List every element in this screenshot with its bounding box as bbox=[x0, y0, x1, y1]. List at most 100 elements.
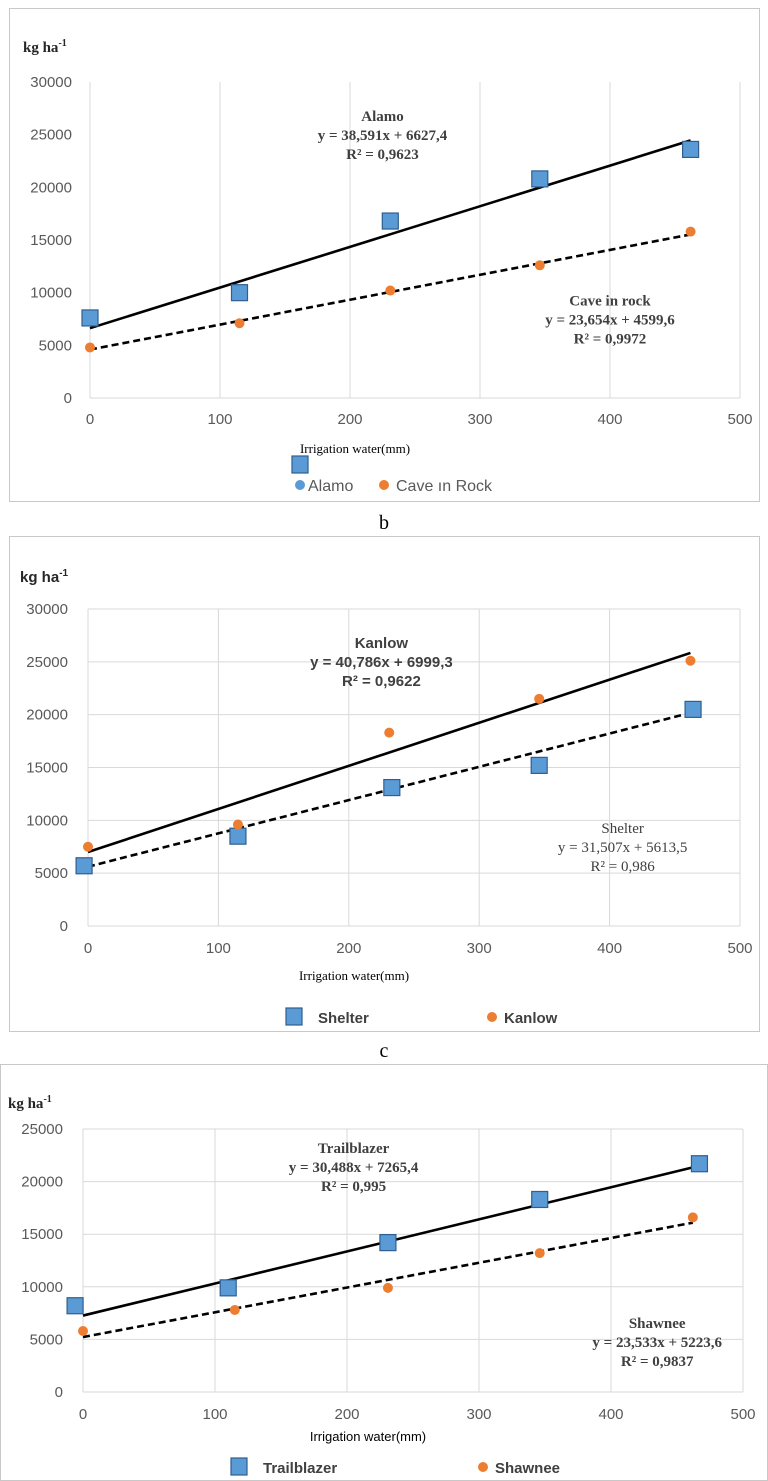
data-point-shawnee bbox=[229, 1304, 240, 1315]
data-point-trailblazer bbox=[379, 1234, 397, 1252]
equation-annotation-line: Shawnee bbox=[629, 1316, 686, 1332]
equation-annotation-line: Shelter bbox=[601, 821, 644, 837]
y-tick-label: 20000 bbox=[30, 179, 72, 196]
data-point-alamo bbox=[681, 140, 700, 159]
equation-annotation-line: y = 30,488x + 7265,4 bbox=[289, 1160, 419, 1176]
y-axis-label-superscript: -1 bbox=[43, 1094, 51, 1105]
x-tick-label: 200 bbox=[336, 940, 361, 957]
trendline-alamo bbox=[89, 139, 691, 330]
legend-label-cave-in-rock: Cave ın Rock bbox=[396, 478, 493, 495]
y-tick-label: 5000 bbox=[30, 1331, 63, 1348]
data-point-shawnee bbox=[382, 1282, 393, 1293]
y-axis-label: kg ha-1 bbox=[8, 1094, 52, 1112]
trendline-kanlow bbox=[87, 651, 691, 854]
legend-marker-kanlow bbox=[487, 1012, 497, 1022]
data-point-alamo bbox=[81, 309, 99, 327]
figure-label-c: c bbox=[379, 1040, 389, 1062]
x-tick-label: 0 bbox=[79, 1406, 87, 1423]
x-tick-label: 500 bbox=[727, 940, 752, 957]
equation-annotation-line: R² = 0,9972 bbox=[574, 331, 647, 347]
legend-marker-shawnee bbox=[478, 1462, 488, 1472]
equation-annotation-line: R² = 0,9622 bbox=[342, 673, 421, 690]
legend-label-shelter: Shelter bbox=[318, 1010, 369, 1027]
y-tick-label: 20000 bbox=[26, 707, 68, 724]
x-tick-label: 200 bbox=[337, 411, 362, 428]
y-tick-label: 10000 bbox=[26, 812, 68, 829]
equation-annotation-line: y = 31,507x + 5613,5 bbox=[558, 840, 687, 856]
equation-annotation-line: R² = 0,9623 bbox=[346, 147, 419, 163]
y-tick-label: 15000 bbox=[21, 1226, 63, 1243]
legend-label-kanlow: Kanlow bbox=[504, 1010, 558, 1027]
data-point-shelter bbox=[383, 778, 401, 797]
data-point-shelter bbox=[530, 756, 548, 774]
data-point-cave-in-rock bbox=[234, 318, 245, 329]
y-tick-label: 0 bbox=[60, 918, 68, 935]
data-point-trailblazer bbox=[219, 1279, 237, 1297]
data-point-kanlow bbox=[384, 727, 395, 738]
x-axis-label: Irrigation water(mm) bbox=[300, 441, 410, 456]
y-axis-label-superscript: -1 bbox=[58, 38, 66, 49]
data-point-trailblazer bbox=[531, 1190, 549, 1209]
equation-annotation-line: Trailblazer bbox=[318, 1141, 390, 1157]
chart-1: 0 100 200 300 400 500050001000015000200002500… bbox=[20, 568, 753, 1027]
chart-panel-alamo-cave-in-rock bbox=[9, 8, 760, 502]
equation-annotation-line: Alamo bbox=[361, 109, 404, 125]
legend-label-shawnee: Shawnee bbox=[495, 1460, 560, 1477]
trendline-shawnee bbox=[82, 1221, 694, 1339]
data-point-cave-in-rock bbox=[534, 260, 545, 271]
equation-annotation-line: y = 23,533x + 5223,6 bbox=[592, 1335, 722, 1351]
data-point-shelter bbox=[684, 700, 702, 718]
equation-annotation-line: Kanlow bbox=[355, 635, 409, 652]
legend-marker-cave-in-rock bbox=[379, 480, 389, 490]
legend-label-trailblazer: Trailblazer bbox=[263, 1460, 337, 1477]
x-tick-label: 400 bbox=[597, 940, 622, 957]
equation-annotation-line: y = 40,786x + 6999,3 bbox=[310, 654, 453, 671]
data-point-trailblazer bbox=[66, 1297, 84, 1315]
x-tick-label: 400 bbox=[598, 1406, 623, 1423]
x-tick-label: 0 bbox=[84, 940, 92, 957]
y-tick-label: 30000 bbox=[30, 74, 72, 91]
equation-annotation-line: R² = 0,9837 bbox=[621, 1354, 694, 1370]
figure-label-b: b bbox=[379, 512, 389, 534]
y-tick-label: 5000 bbox=[39, 337, 72, 354]
y-tick-label: 0 bbox=[55, 1384, 63, 1401]
y-tick-label: 15000 bbox=[26, 760, 68, 777]
x-tick-label: 300 bbox=[466, 1406, 491, 1423]
trendline-cave-in-rock bbox=[89, 233, 691, 351]
data-point-shelter bbox=[75, 857, 93, 875]
y-tick-label: 25000 bbox=[21, 1121, 63, 1138]
chart-2: 0 100 200 300 400 500050001000015000200002500… bbox=[8, 1094, 756, 1477]
y-tick-label: 0 bbox=[64, 390, 72, 407]
equation-annotation-line: Cave in rock bbox=[569, 293, 651, 309]
x-tick-label: 200 bbox=[334, 1406, 359, 1423]
x-tick-label: 100 bbox=[202, 1406, 227, 1423]
data-point-alamo bbox=[381, 212, 399, 230]
y-axis-label-superscript: -1 bbox=[59, 568, 68, 579]
chart-0: 0 100 200 300 400 500050001000015000200002500… bbox=[23, 38, 753, 495]
data-point-alamo bbox=[531, 170, 549, 188]
data-point-cave-in-rock bbox=[685, 226, 696, 237]
data-point-cave-in-rock bbox=[385, 285, 396, 296]
equation-annotation-line: y = 23,654x + 4599,6 bbox=[545, 312, 675, 328]
y-tick-label: 20000 bbox=[21, 1174, 63, 1191]
y-tick-label: 10000 bbox=[30, 285, 72, 302]
y-axis-label: kg ha-1 bbox=[23, 38, 67, 56]
y-axis-label: kg ha-1 bbox=[20, 568, 69, 586]
y-tick-label: 5000 bbox=[35, 865, 68, 882]
equation-annotation-line: R² = 0,986 bbox=[591, 859, 656, 875]
legend-label-alamo: Alamo bbox=[308, 478, 353, 495]
y-tick-label: 10000 bbox=[21, 1279, 63, 1296]
x-tick-label: 300 bbox=[467, 411, 492, 428]
x-tick-label: 500 bbox=[730, 1406, 755, 1423]
data-point-kanlow bbox=[685, 655, 696, 666]
data-point-shawnee bbox=[534, 1248, 545, 1259]
y-tick-label: 15000 bbox=[30, 232, 72, 249]
data-point-shawnee bbox=[687, 1212, 698, 1223]
x-axis-label: Irrigation water(mm) bbox=[299, 968, 409, 983]
data-point-cave-in-rock bbox=[85, 342, 95, 353]
data-point-shelter bbox=[229, 827, 247, 845]
x-tick-label: 0 bbox=[86, 411, 94, 428]
legend-marker-alamo bbox=[291, 455, 309, 474]
equation-annotation-line: R² = 0,995 bbox=[321, 1179, 386, 1195]
x-tick-label: 100 bbox=[207, 411, 232, 428]
